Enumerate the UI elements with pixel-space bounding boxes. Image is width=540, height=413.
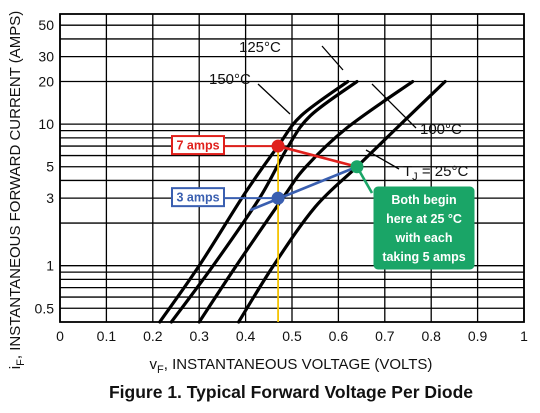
- y-axis-label-rest: , INSTANTANEOUS FORWARD CURRENT (AMPS): [7, 11, 24, 359]
- curve-100-c: [197, 79, 415, 324]
- x-axis-label-rest: , INSTANTANEOUS VOLTAGE (VOLTS): [164, 356, 433, 373]
- x-axis-label: vF, INSTANTANEOUS VOLTAGE (VOLTS): [150, 356, 433, 376]
- curve-label-125-leader: [321, 45, 344, 71]
- curve-label-25-main: T: [403, 163, 412, 180]
- tick-labels: 0 0.1 0.2 0.3 0.4 0.5 0.6 0.7 0.8 0.9 1 0.5 1 3 5 10 20 3…: [35, 17, 529, 344]
- red-label-box: [171, 135, 225, 156]
- green-note-line: here at 25 °C: [386, 212, 462, 226]
- green-note-box: [373, 186, 475, 270]
- y-tick-label: 0.5: [35, 300, 55, 316]
- x-tick-label: 0.3: [189, 328, 209, 344]
- y-tick-label: 50: [38, 17, 54, 33]
- y-axis-label-symbol: i: [7, 366, 24, 369]
- curve-label-150: 150°C: [209, 71, 251, 88]
- curve-label-125: 125°C: [239, 39, 281, 56]
- y-axis-label: iF, INSTANTANEOUS FORWARD CURRENT (AMPS): [7, 11, 27, 369]
- x-tick-label: 1: [520, 328, 528, 344]
- curve-label-25-rest: = 25°C: [418, 163, 469, 180]
- curve-label-25-sub: J: [412, 171, 418, 183]
- red-to-green-line: [277, 144, 358, 169]
- curve-125-c: [169, 79, 359, 324]
- red-label-text: 7 amps: [176, 139, 219, 153]
- blue-to-green-line: [249, 165, 358, 212]
- x-tick-label: 0.6: [329, 328, 349, 344]
- x-tick-label: 0.8: [421, 328, 441, 344]
- y-tick-label: 5: [46, 159, 54, 175]
- blue-label-box: [171, 187, 225, 208]
- x-tick-label: 0.2: [143, 328, 163, 344]
- x-axis-label-symbol: v: [150, 356, 158, 373]
- annotations: 7 amps 3 amps Both begin here at 25 °C with …: [171, 39, 475, 322]
- plot-frame: [59, 13, 525, 323]
- x-tick-label: 0: [56, 328, 64, 344]
- curve-label-25-leader: [365, 149, 400, 170]
- x-tick-label: 0.1: [97, 328, 117, 344]
- green-note-line: with each: [395, 231, 453, 245]
- curve-t-j-25-c: [237, 79, 447, 324]
- x-tick-label: 0.9: [468, 328, 488, 344]
- figure-caption: Figure 1. Typical Forward Voltage Per Di…: [109, 382, 473, 402]
- y-axis-label-subscript: F: [15, 359, 27, 366]
- green-note-line: taking 5 amps: [382, 250, 465, 264]
- curve-label-150-leader: [257, 83, 291, 115]
- red-point: [271, 139, 285, 153]
- blue-label-text: 3 amps: [176, 191, 219, 205]
- curves: [158, 79, 447, 324]
- curve-label-25: TJ = 25°C: [403, 163, 468, 183]
- x-tick-label: 0.5: [282, 328, 302, 344]
- y-tick-label: 10: [38, 116, 54, 132]
- curve-label-100-leader: [371, 83, 417, 129]
- curve-150-c: [158, 79, 350, 324]
- y-tick-label: 3: [46, 190, 54, 206]
- green-point: [350, 160, 364, 174]
- x-tick-label: 0.7: [375, 328, 395, 344]
- y-tick-label: 20: [38, 74, 54, 90]
- y-tick-label: 30: [38, 49, 54, 65]
- x-tick-label: 0.4: [236, 328, 256, 344]
- green-note-line: Both begin: [391, 193, 456, 207]
- y-tick-label: 1: [46, 258, 54, 274]
- x-axis-label-subscript: F: [157, 364, 164, 376]
- curve-label-100: 100°C: [420, 121, 462, 138]
- blue-point: [271, 191, 285, 205]
